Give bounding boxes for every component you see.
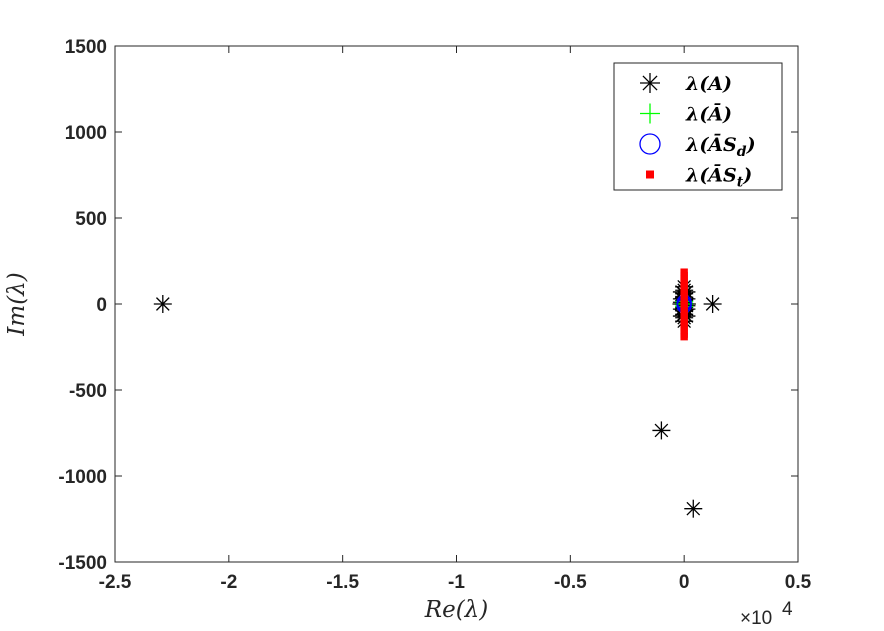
y-tick-label: -500 [69, 381, 107, 402]
legend-box [613, 62, 783, 191]
legend-entry-label: λ(ĀSd) [685, 134, 756, 160]
legend-entry-subscript: d [737, 144, 747, 160]
y-tick-label: 1500 [65, 37, 107, 58]
asterisk-point [153, 295, 172, 313]
series-square [680, 268, 688, 341]
y-tick-label: 500 [75, 209, 107, 230]
legend-marker-asterisk [640, 73, 660, 93]
x-tick-label: -2.5 [99, 572, 132, 593]
legend-entry-main: λ(ĀS [685, 165, 737, 187]
x-tick-label: -1.5 [326, 572, 359, 593]
asterisk-point [684, 499, 703, 518]
legend-entry-subscript: t [737, 175, 744, 191]
asterisk-point [703, 295, 722, 313]
x-tick-label: 0 [679, 572, 690, 593]
legend-entry-close-paren: ) [742, 165, 752, 187]
y-tick-label: 1000 [65, 123, 107, 144]
x-tick-label: 0.5 [785, 572, 812, 593]
legend-marker-plus [640, 103, 660, 124]
y-axis-label: Im(λ) [4, 272, 30, 336]
square-point [680, 332, 688, 341]
legend: λ(A)λ(Ā)λ(ĀSd)λ(ĀSt) [613, 62, 783, 191]
x-tick-label: -2 [220, 572, 237, 593]
y-tick-label: -1000 [58, 467, 107, 488]
legend-entry-close-paren: ) [746, 134, 756, 156]
axis-ticks: -2.5 -2 -1.5 -1 -0.5 0 0.5 1500 1000 500 0 -500 -100… [58, 37, 811, 593]
legend-entry-label: λ(ĀSt) [685, 165, 752, 191]
legend-entry-main: λ(Ā) [685, 104, 732, 126]
y-tick-label: 0 [96, 295, 107, 316]
legend-entry-label: λ(Ā) [685, 104, 732, 126]
y-tick-label: -1500 [58, 553, 107, 574]
x-exponent: ×10 4 [740, 599, 793, 629]
x-tick-label: -1 [448, 572, 465, 593]
x-tick-label: -0.5 [554, 572, 587, 593]
legend-entry-main: λ(ĀS [685, 134, 737, 156]
x-exponent-base: ×10 [740, 608, 772, 629]
x-exponent-power: 4 [782, 599, 793, 620]
x-axis-label: Re(λ) [424, 597, 488, 623]
legend-marker-circle [639, 133, 661, 155]
legend-marker-square [646, 170, 654, 179]
data-marks [153, 268, 722, 518]
asterisk-point [652, 421, 671, 440]
legend-entry-label: λ(A) [685, 73, 732, 95]
legend-entry-main: λ(A) [685, 73, 732, 95]
